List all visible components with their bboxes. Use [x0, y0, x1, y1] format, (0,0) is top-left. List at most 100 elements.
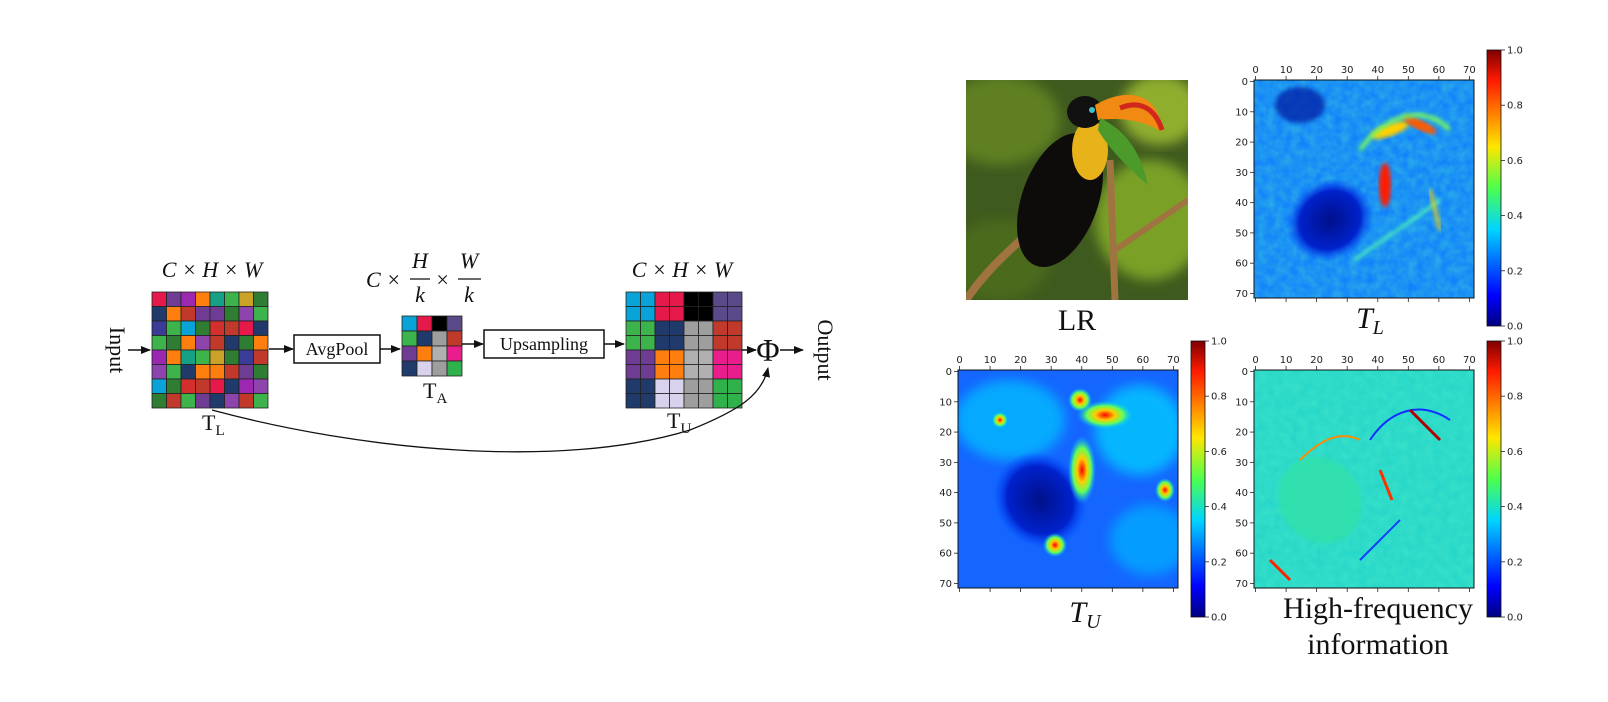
colorbar-tick-label: 0.6: [1507, 447, 1523, 458]
tu-grid-cell: [640, 349, 656, 365]
tl-grid-cell: [209, 349, 225, 365]
x-tick-label: 70: [1167, 355, 1180, 366]
tu-tensor-grid: [625, 291, 743, 409]
tl-grid-cell: [180, 349, 196, 365]
tu-grid-cell: [727, 393, 743, 409]
tu-grid-cell: [654, 378, 670, 394]
y-tick-label: 10: [1235, 397, 1248, 408]
ta-dims-prefix: C ×: [366, 267, 401, 292]
tu-grid-cell: [683, 306, 699, 322]
x-tick-label: 50: [1106, 355, 1119, 366]
tl-grid-cell: [195, 378, 211, 394]
tu-grid-cell: [640, 378, 656, 394]
x-tick-label: 60: [1136, 355, 1149, 366]
tu-grid-cell: [698, 349, 714, 365]
tl-dims: C × H × W: [162, 257, 264, 282]
tu-grid-cell: [669, 306, 685, 322]
y-tick-label: 20: [939, 428, 952, 439]
tl-grid-cell: [151, 291, 167, 307]
tl-grid-cell: [151, 378, 167, 394]
tu-grid-cell: [654, 335, 670, 351]
y-tick-label: 70: [1235, 289, 1248, 300]
ta-grid-cell: [431, 345, 448, 362]
tl-grid-cell: [180, 364, 196, 380]
tu-grid-cell: [727, 364, 743, 380]
tu-grid-cell: [625, 291, 641, 307]
x-tick-label: 0: [956, 355, 962, 366]
tl-grid-cell: [180, 393, 196, 409]
tl-grid-cell: [166, 306, 182, 322]
y-tick-label: 60: [1235, 549, 1248, 560]
colorbar-tick-label: 0.0: [1507, 322, 1523, 333]
tl-grid-cell: [151, 335, 167, 351]
add-operator-icon: Φ: [756, 332, 779, 368]
tu-grid-cell: [698, 364, 714, 380]
colorbar-tick-label: 0.0: [1507, 613, 1523, 624]
tu-label: TU: [667, 408, 691, 437]
hf-caption-line2: information: [1307, 628, 1449, 661]
tl-grid-cell: [238, 306, 254, 322]
tu-grid-cell: [640, 364, 656, 380]
tl-grid-cell: [209, 393, 225, 409]
tl-tensor-grid: [151, 291, 269, 409]
x-tick-label: 0: [1252, 65, 1258, 76]
tl-grid-cell: [224, 393, 240, 409]
ta-grid-cell: [416, 330, 433, 347]
tl-grid-cell: [224, 320, 240, 336]
tl-grid-cell: [195, 393, 211, 409]
x-tick-label: 40: [1075, 355, 1088, 366]
tu-grid-cell: [712, 378, 728, 394]
tl-grid-cell: [151, 306, 167, 322]
ta-grid-cell: [431, 315, 448, 332]
tu-grid-cell: [698, 335, 714, 351]
tu-grid-cell: [712, 364, 728, 380]
tu-grid-cell: [698, 378, 714, 394]
tu-heatmap-axes: 0 10 20 30 40 50 60 70 0 10 20 30 40 50 60 70: [939, 355, 1180, 592]
tl-grid-cell: [166, 320, 182, 336]
tu-grid-cell: [712, 306, 728, 322]
hf-caption-line1: High-frequency: [1283, 592, 1473, 625]
tl-grid-cell: [209, 306, 225, 322]
tu-grid-cell: [712, 349, 728, 365]
x-tick-label: 60: [1432, 65, 1445, 76]
tu-grid-cell: [712, 320, 728, 336]
x-tick-label: 30: [1045, 355, 1058, 366]
ta-grid-cell: [431, 330, 448, 347]
tu-grid-cell: [727, 378, 743, 394]
x-tick-label: 40: [1371, 355, 1384, 366]
colorbar-tick-label: 0.0: [1211, 613, 1227, 624]
tl-grid-cell: [166, 335, 182, 351]
y-tick-label: 50: [1235, 518, 1248, 529]
y-tick-label: 40: [1235, 488, 1248, 499]
tu-grid-cell: [727, 320, 743, 336]
tl-grid-cell: [253, 335, 269, 351]
ta-grid-cell: [416, 345, 433, 362]
tl-label: TL: [202, 410, 225, 439]
tl-grid-cell: [238, 378, 254, 394]
colorbar-tick-label: 0.2: [1507, 266, 1523, 277]
tl-grid-cell: [209, 320, 225, 336]
tu-grid-cell: [640, 306, 656, 322]
tu-grid-cell: [727, 291, 743, 307]
x-tick-label: 10: [1280, 355, 1293, 366]
tl-grid-cell: [238, 335, 254, 351]
tl-grid-cell: [253, 306, 269, 322]
tu-caption: TU: [1069, 596, 1102, 633]
tl-grid-cell: [253, 349, 269, 365]
tl-grid-cell: [238, 291, 254, 307]
tl-grid-cell: [253, 291, 269, 307]
tl-grid-cell: [195, 335, 211, 351]
x-tick-label: 40: [1371, 65, 1384, 76]
tu-grid-cell: [683, 393, 699, 409]
ta-grid-cell: [446, 315, 463, 332]
x-tick-label: 0: [1252, 355, 1258, 366]
tu-grid-cell: [683, 349, 699, 365]
tu-colorbar-ticks: 0.0 0.2 0.4 0.6 0.8 1.0: [1205, 337, 1227, 624]
x-tick-label: 30: [1341, 65, 1354, 76]
tl-grid-cell: [195, 320, 211, 336]
tu-grid-cell: [683, 291, 699, 307]
hf-heatmap-panel: 0 10 20 30 40 50 60 70 0 10 20 30 40 50 60 70 0.0 0.2 0.4…: [1235, 337, 1523, 662]
upsampling-label: Upsampling: [500, 334, 588, 354]
x-tick-label: 60: [1432, 355, 1445, 366]
